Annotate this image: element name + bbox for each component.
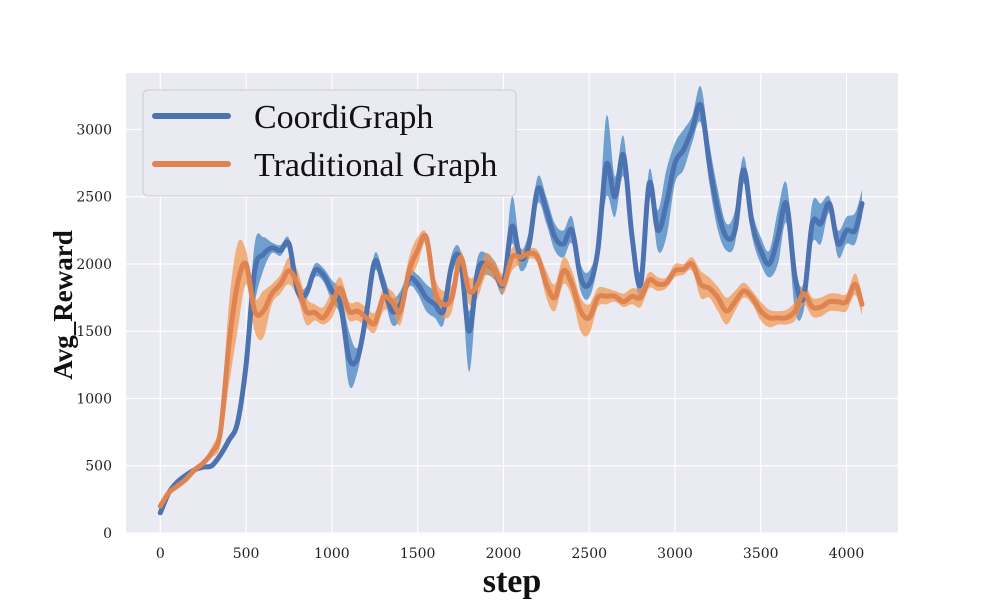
y-axis-ticks: 0 500 1000 1500 2000 2500 3000 [76, 122, 112, 542]
y-tick-label: 1000 [76, 391, 112, 407]
x-tick-label: 1000 [314, 546, 350, 562]
y-tick-label: 2000 [76, 257, 112, 273]
legend-label-coordigraph: CoordiGraph [254, 99, 433, 136]
series-lines [157, 101, 865, 516]
x-tick-label: 2000 [486, 546, 522, 562]
y-tick-label: 2500 [76, 190, 112, 206]
line-traditional-graph [157, 233, 865, 509]
y-tick-label: 0 [103, 526, 112, 542]
x-tick-label: 500 [233, 546, 260, 562]
line-coordigraph [157, 101, 865, 516]
legend: CoordiGraph Traditional Graph [142, 89, 517, 197]
x-tick-label: 1500 [400, 546, 436, 562]
x-tick-label: 3000 [657, 546, 693, 562]
y-axis-title: Avg_Reward [48, 230, 78, 379]
legend-label-traditional-graph: Traditional Graph [254, 147, 497, 184]
y-tick-label: 1500 [76, 324, 112, 340]
x-axis-ticks: 0 500 1000 1500 2000 2500 3000 3500 4000 [156, 546, 865, 562]
x-tick-label: 2500 [571, 546, 607, 562]
y-tick-label: 3000 [76, 122, 112, 138]
legend-box [142, 89, 517, 197]
x-tick-label: 3500 [743, 546, 779, 562]
x-tick-label: 0 [156, 546, 165, 562]
x-axis-title: step [483, 563, 542, 600]
y-tick-label: 500 [85, 459, 112, 475]
x-tick-label: 4000 [829, 546, 865, 562]
